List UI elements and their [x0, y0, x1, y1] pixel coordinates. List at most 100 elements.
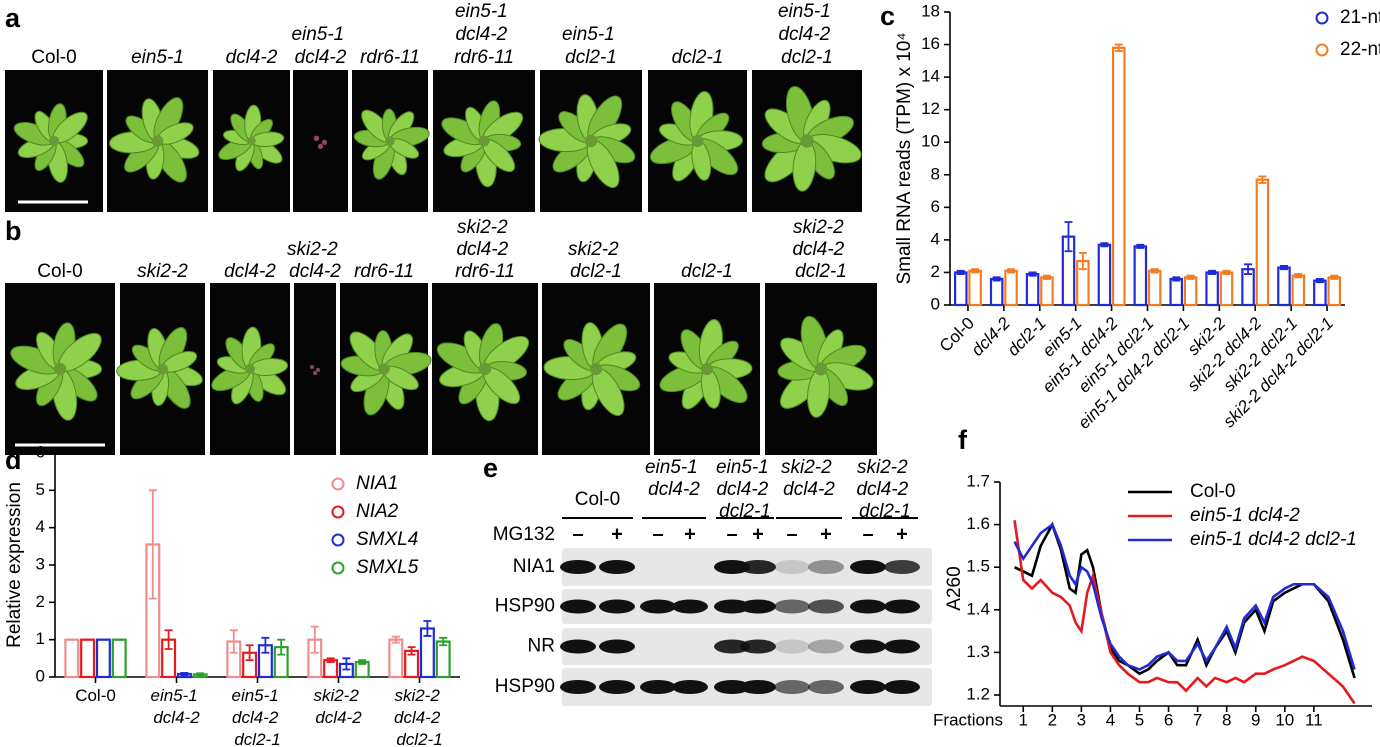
y-tick-label: 14: [921, 67, 940, 86]
blot-band: [884, 560, 920, 574]
x-tick-label: 5: [1135, 710, 1144, 729]
bar: [1040, 276, 1054, 307]
y-axis-label: A260: [944, 566, 965, 610]
y-tick-label: 4: [931, 229, 940, 248]
genotype-label: ein5-1 dcl4-2 dcl2-1: [778, 1, 836, 68]
blot-band: [672, 599, 708, 614]
blot-band: [774, 639, 810, 654]
error-bar: [391, 635, 400, 644]
genotype-header: ski2-2 dcl4-2 dcl2-1: [856, 457, 913, 522]
lane-sign: –: [862, 523, 873, 545]
bar: [953, 271, 968, 307]
panel-label: d: [5, 445, 22, 475]
genotype-label: rdr6-11: [360, 47, 420, 68]
error-bar: [1186, 274, 1195, 280]
plant: [649, 91, 743, 182]
blot-band: [884, 680, 920, 694]
genotype-label: ski2-2 dcl2-1: [568, 239, 624, 282]
lane-sign: +: [820, 523, 832, 545]
bar: [968, 269, 982, 307]
genotype-header: ski2-2 dcl4-2: [781, 457, 837, 500]
genotype-label: dcl4-2: [224, 261, 276, 282]
rosette-center: [701, 363, 713, 375]
bar: [1255, 178, 1270, 307]
blot-band: [808, 639, 844, 654]
y-tick-label: 6: [36, 442, 45, 461]
seedling: [316, 368, 320, 372]
plant: [353, 108, 430, 180]
genotype-label: ein5-1: [131, 47, 184, 68]
plant: [310, 365, 320, 375]
blot-band: [850, 599, 886, 614]
lane-sign: +: [896, 523, 908, 545]
rosette-center: [48, 135, 60, 147]
blot-row-label: NR: [528, 636, 555, 657]
panel-label: f: [958, 425, 968, 455]
blot-band: [774, 560, 810, 574]
plant: [538, 94, 636, 189]
blot-row-label: NIA1: [513, 556, 555, 577]
bar: [1169, 277, 1184, 307]
lane-sign: +: [684, 523, 696, 545]
blot-band: [850, 560, 886, 574]
error-bar: [1007, 268, 1016, 274]
y-tick-label: 1.6: [966, 514, 990, 533]
rosette-center: [584, 134, 598, 148]
blot-band: [560, 680, 596, 694]
plant: [659, 319, 753, 410]
x-tick-label: ski2-2 dcl4-2: [313, 686, 363, 727]
lane-sign: –: [572, 523, 583, 545]
bar: [1004, 269, 1018, 307]
rosette-center: [385, 136, 395, 146]
plant: [211, 326, 289, 405]
genotype-label: dcl2-1: [681, 261, 733, 282]
x-tick-label: 9: [1251, 710, 1260, 729]
bar: [1097, 243, 1112, 307]
legend-label: 21-nt: [1340, 7, 1380, 28]
y-tick-label: 8: [931, 164, 940, 183]
y-tick-label: 0: [931, 294, 940, 313]
y-tick-label: 1.7: [966, 471, 990, 490]
error-bar: [358, 659, 367, 665]
blot-band: [740, 560, 776, 574]
blot-band: [808, 599, 844, 614]
x-tick-label: 6: [1164, 710, 1173, 729]
lane-sign: –: [786, 523, 797, 545]
blot-band: [672, 680, 708, 694]
plant: [436, 323, 530, 422]
x-tick-label: ski2-2 dcl4-2 dcl2-1: [394, 686, 445, 747]
bar: [1313, 279, 1327, 307]
seedling: [321, 139, 328, 145]
error-bar: [1330, 274, 1339, 280]
genotype-label: dcl2-1: [672, 47, 724, 68]
blot-band: [774, 599, 810, 614]
seedling: [313, 135, 320, 141]
genotype-label: ein5-1 dcl2-1: [562, 24, 620, 68]
genotype-label: ski2-2 dcl4-2: [287, 239, 343, 282]
bar: [1277, 266, 1291, 307]
error-bar: [1244, 263, 1253, 275]
plant: [543, 322, 641, 417]
blot-band: [599, 560, 635, 574]
x-tick-label: 8: [1222, 710, 1231, 729]
error-bar: [261, 636, 270, 654]
x-tick-label: ein5-1 dcl4-2 dcl2-1: [232, 686, 284, 747]
y-tick-label: 1.3: [966, 642, 990, 661]
error-bar: [1279, 265, 1288, 271]
error-bar: [310, 625, 319, 654]
blot-band: [599, 639, 635, 654]
error-bar: [1258, 175, 1267, 184]
blot-band: [884, 599, 920, 614]
panel-label: a: [5, 3, 21, 33]
bar: [64, 638, 80, 679]
rosette-center: [53, 362, 67, 376]
lane-sign: +: [752, 523, 764, 545]
plant: [10, 322, 103, 421]
blot-band: [599, 599, 635, 614]
bar: [1025, 272, 1040, 307]
x-tick-label: 7: [1193, 710, 1202, 729]
legend-marker: [331, 505, 345, 519]
plant: [116, 327, 203, 409]
rosette-center: [800, 134, 814, 148]
bar: [989, 277, 1004, 307]
